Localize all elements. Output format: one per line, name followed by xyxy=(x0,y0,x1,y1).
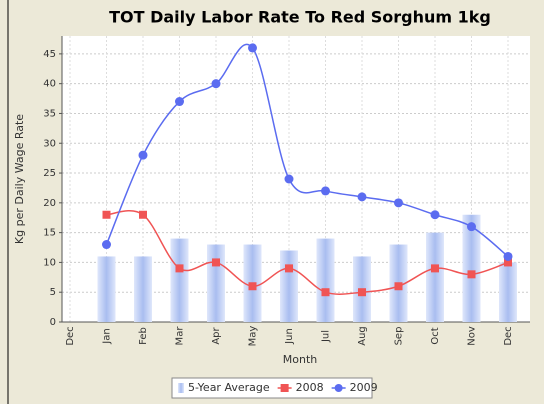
marker xyxy=(212,258,220,267)
y-tick-label: 35 xyxy=(43,108,56,119)
x-tick-label: Jul xyxy=(321,330,332,343)
legend-label: 5-Year Average xyxy=(188,381,270,394)
y-tick-label: 20 xyxy=(43,198,56,209)
x-tick-label: May xyxy=(248,326,259,347)
legend-swatch xyxy=(178,383,184,393)
marker xyxy=(394,198,403,208)
bar xyxy=(134,256,152,322)
marker xyxy=(394,282,403,291)
marker xyxy=(102,210,111,219)
bar xyxy=(170,238,189,322)
y-tick-label: 25 xyxy=(43,168,56,179)
y-tick-label: 10 xyxy=(43,257,56,268)
y-tick-label: 0 xyxy=(50,317,56,328)
x-axis-label: Month xyxy=(283,353,318,366)
marker xyxy=(504,258,512,267)
y-tick-label: 5 xyxy=(50,287,56,298)
marker xyxy=(358,288,366,297)
legend-marker xyxy=(280,384,289,392)
marker xyxy=(321,288,330,297)
y-tick-label: 15 xyxy=(43,228,56,239)
chart-title: TOT Daily Labor Rate To Red Sorghum 1kg xyxy=(109,8,491,27)
marker xyxy=(285,264,293,273)
legend-label: 2008 xyxy=(296,381,324,394)
x-tick-label: Dec xyxy=(503,326,514,345)
marker xyxy=(138,150,148,160)
marker xyxy=(248,43,257,53)
bar xyxy=(207,244,225,322)
bar xyxy=(499,262,517,322)
marker xyxy=(357,192,367,202)
bar xyxy=(97,256,116,322)
marker xyxy=(284,174,294,184)
marker xyxy=(321,186,330,196)
marker xyxy=(139,210,147,219)
bar xyxy=(280,250,298,322)
marker xyxy=(430,210,440,220)
bar xyxy=(316,238,335,322)
x-tick-label: Apr xyxy=(211,326,222,344)
x-tick-label: Dec xyxy=(65,326,76,345)
x-tick-label: Jan xyxy=(102,328,113,344)
marker xyxy=(211,79,221,89)
y-tick-label: 45 xyxy=(43,49,56,60)
marker xyxy=(467,270,476,279)
x-tick-label: Feb xyxy=(138,327,149,345)
y-tick-label: 30 xyxy=(43,138,56,149)
x-tick-label: Jun xyxy=(284,328,295,345)
y-tick-label: 40 xyxy=(43,79,56,90)
legend-label: 2009 xyxy=(350,381,378,394)
legend xyxy=(171,377,373,399)
x-tick-label: Aug xyxy=(357,326,368,346)
x-tick-label: Sep xyxy=(394,327,405,346)
bar xyxy=(462,214,481,322)
marker xyxy=(467,222,476,232)
x-tick-label: Nov xyxy=(467,326,478,346)
marker xyxy=(102,240,111,250)
marker xyxy=(175,264,184,273)
marker xyxy=(431,264,439,273)
y-axis-label: Kg per Daily Wage Rate xyxy=(13,114,26,244)
marker xyxy=(503,251,513,261)
x-tick-label: Mar xyxy=(175,326,186,346)
marker xyxy=(248,282,257,291)
bar xyxy=(426,232,444,322)
marker xyxy=(175,97,184,107)
legend-marker xyxy=(334,384,343,392)
x-tick-label: Oct xyxy=(430,327,441,344)
